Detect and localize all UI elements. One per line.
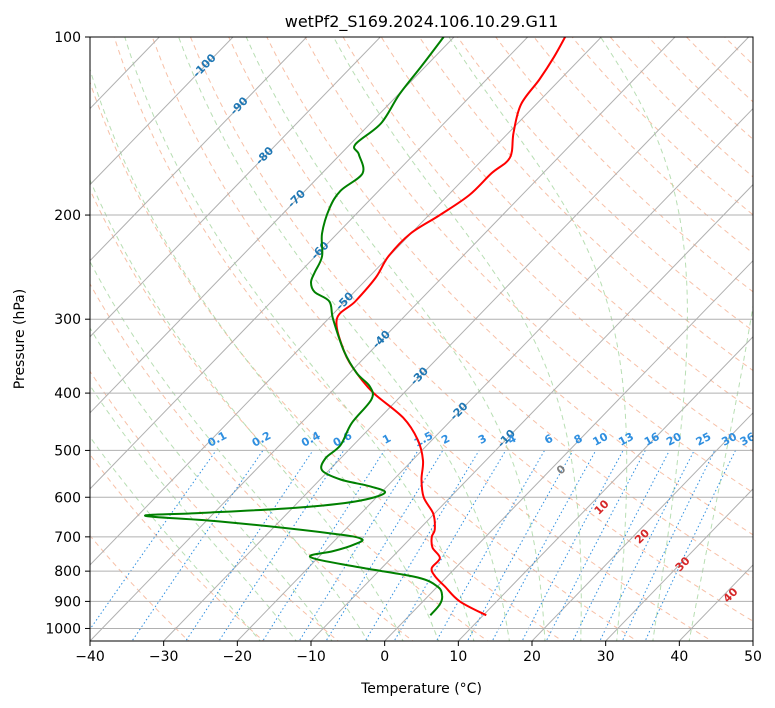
- isotherm-line: [310, 183, 753, 641]
- mixing-ratio-line: [621, 450, 716, 641]
- mixing-ratio-line: [364, 450, 480, 641]
- isotherm-line: [383, 259, 753, 641]
- x-tick-label: 0: [380, 649, 389, 665]
- dry-adiabat-line: [90, 453, 265, 641]
- dry-adiabat-line: [228, 37, 753, 579]
- mixing-ratio-line: [185, 450, 314, 641]
- isotherm-line: [162, 37, 750, 641]
- x-axis-label: Temperature (°C): [360, 681, 482, 697]
- skewed-isotherms: [90, 37, 753, 641]
- x-tick-label: 20: [523, 649, 541, 665]
- x-tick-label: 50: [744, 649, 762, 665]
- x-tick-label: 30: [597, 649, 615, 665]
- y-tick-label: 700: [54, 530, 81, 546]
- y-tick-label: 500: [54, 443, 81, 459]
- y-tick-label: 800: [54, 564, 81, 580]
- moist-adiabat-line: [688, 302, 753, 641]
- x-tick-label: −40: [75, 649, 105, 665]
- mixing-ratio-label: 10: [591, 430, 611, 449]
- x-tick-label: −30: [149, 649, 179, 665]
- y-axis-label: Pressure (hPa): [12, 289, 28, 389]
- isotherm-line: [531, 412, 753, 641]
- mixing-ratio-label: 36: [738, 430, 758, 449]
- dewpoint-line: [144, 37, 445, 616]
- dry-adiabat-line: [456, 37, 753, 332]
- mixing-ratio-label: 30: [719, 430, 739, 449]
- x-tick-label: −20: [223, 649, 253, 665]
- isotherm-line: [90, 37, 529, 490]
- mixing-ratio-line: [131, 450, 264, 641]
- x-tick-label: −10: [296, 649, 326, 665]
- dry-adiabat-line: [151, 37, 713, 641]
- moist-adiabat-line: [333, 37, 582, 641]
- mixing-ratio-line: [262, 450, 385, 641]
- mixing-ratio-line: [644, 450, 736, 641]
- mixing-ratio-line: [545, 450, 646, 641]
- y-tick-label: 200: [54, 208, 81, 224]
- isotherm-line: [90, 37, 676, 641]
- isotherm-line: [90, 37, 382, 338]
- chart-title: wetPf2_S169.2024.106.10.29.G11: [285, 12, 559, 32]
- temperature-line: [335, 37, 566, 617]
- y-tick-label: 900: [54, 594, 81, 610]
- isotherm-line: [236, 107, 753, 641]
- dry-adiabat-line: [342, 37, 753, 452]
- y-tick-label: 300: [54, 312, 81, 328]
- dry-adiabat-line: [380, 37, 753, 412]
- moist-adiabat-line: [600, 37, 688, 641]
- y-tick-label: 600: [54, 490, 81, 506]
- dry-adiabat-line: [90, 188, 489, 641]
- moist-adiabat-line: [178, 37, 510, 641]
- isotherm-line: [90, 37, 455, 414]
- mixing-ratio-line: [521, 450, 624, 641]
- x-axis: −40 −30 −20 −10 0 10 20 30 40 50: [75, 641, 762, 665]
- plot-frame: [89, 36, 754, 642]
- isotherm-line: [90, 37, 308, 262]
- mixing-ratio-label: 25: [694, 430, 714, 449]
- mixing-ratio-label: 16: [642, 430, 662, 449]
- dry-adiabat-line: [266, 37, 753, 536]
- y-tick-label: 400: [54, 386, 81, 402]
- x-tick-label: 10: [449, 649, 467, 665]
- moist-adiabat-line: [245, 37, 546, 641]
- moist-adiabat-line: [448, 37, 628, 641]
- y-tick-label: 100: [54, 30, 81, 46]
- isotherm-line: [90, 37, 234, 186]
- mixing-ratio-line: [325, 450, 444, 641]
- mixing-ratio-line: [90, 450, 217, 631]
- mixing-ratio-label: 20: [664, 430, 684, 449]
- moist-adiabat-line: [90, 327, 333, 641]
- x-tick-label: 40: [670, 649, 688, 665]
- mixing-ratio-line: [218, 450, 345, 641]
- plot-area: -100-90-80-70-60-50-40-30-20-100.1 0.2 0.4…: [90, 37, 758, 641]
- isotherm-line: [604, 488, 753, 641]
- y-tick-label: 1000: [45, 621, 81, 637]
- mixing-ratio-line: [491, 450, 597, 641]
- isotherm-line: [457, 336, 753, 641]
- mixing-ratio-label: 13: [616, 430, 636, 449]
- sounding-series: [144, 37, 566, 617]
- mixing-ratio-line: [393, 450, 507, 641]
- y-axis: 100 200 300 400 500 600 700 800 900 1000: [45, 30, 90, 637]
- mixing-ratio-lines: [90, 450, 736, 641]
